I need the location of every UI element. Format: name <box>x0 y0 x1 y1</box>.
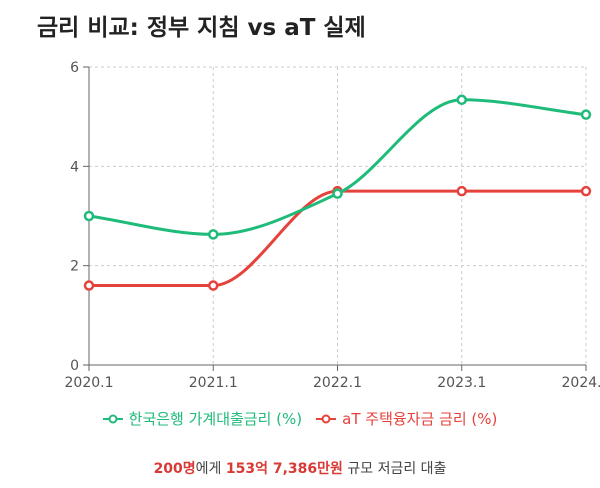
footnote: 200명에게 153억 7,386만원 규모 저금리 대출 <box>0 458 600 478</box>
legend-line-marker-icon <box>316 414 337 423</box>
axis-layer <box>83 66 587 371</box>
data-point-series-0 <box>456 94 467 106</box>
data-point-series-1 <box>456 185 467 197</box>
legend-item-series-1[interactable]: aT 주택융자금 금리 (%) <box>316 408 497 429</box>
y-tick-label: 2 <box>70 259 79 275</box>
footnote-text-2: 규모 저금리 대출 <box>342 461 447 477</box>
series-line-0 <box>87 98 588 236</box>
chart-legend: 한국은행 가계대출금리 (%) aT 주택융자금 금리 (%) <box>0 408 600 429</box>
tick-label-layer: 0 2 4 6 2020.1 2021.1 2022.1 2023.1 2024.1 <box>65 60 600 391</box>
legend-label-series-1: aT 주택융자금 금리 (%) <box>342 410 498 428</box>
line-chart: 0 2 4 6 2020.1 2021.1 2022.1 2023.1 2024.1 <box>65 60 600 391</box>
x-tick-label: 2022.1 <box>313 375 362 391</box>
data-point-series-1 <box>580 185 592 197</box>
chart-title: 금리 비교: 정부 지침 vs aT 실제 <box>37 15 366 41</box>
legend-line-marker-icon <box>102 414 123 423</box>
footnote-count: 200명 <box>153 461 196 477</box>
grid-layer <box>89 66 587 365</box>
data-point-series-1 <box>208 280 219 291</box>
y-tick-label: 4 <box>70 159 79 175</box>
legend-item-series-0[interactable]: 한국은행 가계대출금리 (%) <box>102 408 303 429</box>
data-point-series-0 <box>83 210 95 222</box>
legend-label-series-0: 한국은행 가계대출금리 (%) <box>128 410 303 428</box>
footnote-text-1: 에게 <box>195 461 226 477</box>
data-point-series-0 <box>332 188 343 199</box>
x-tick-label: 2021.1 <box>189 375 238 391</box>
x-tick-label: 2024.1 <box>562 375 600 391</box>
x-tick-label: 2020.1 <box>65 375 114 391</box>
y-tick-label: 0 <box>70 358 79 374</box>
footnote-amount: 153억 7,386만원 <box>225 461 343 477</box>
data-point-series-0 <box>208 229 219 240</box>
x-tick-label: 2023.1 <box>437 375 486 391</box>
data-point-series-1 <box>83 280 95 291</box>
series-layer <box>83 94 592 291</box>
data-point-series-0 <box>580 109 592 120</box>
y-tick-label: 6 <box>70 60 79 76</box>
